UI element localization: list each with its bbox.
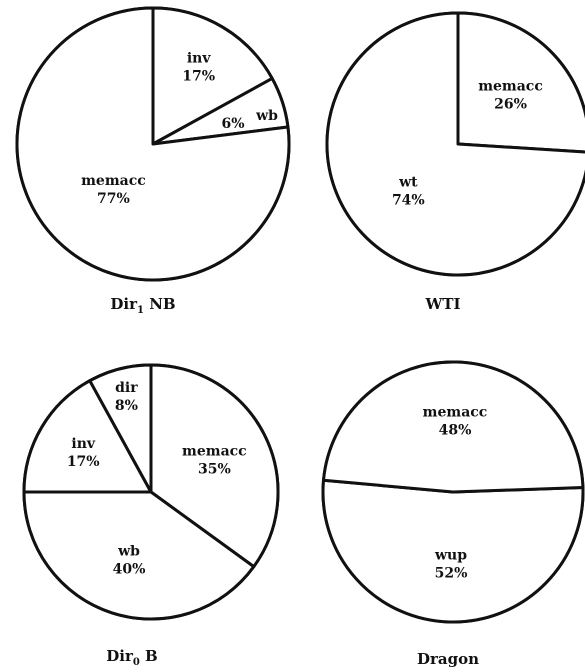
pie-slice-wup (321, 478, 585, 624)
slice-label-memacc: memacc (81, 173, 146, 189)
caption-dragon: Dragon (417, 650, 479, 668)
slice-value-memacc: 26% (494, 97, 527, 113)
slice-value-inv: 17% (67, 454, 100, 470)
slice-label-inv: inv (71, 436, 95, 452)
slice-value-wt: 74% (392, 193, 425, 209)
slice-label-wup: wup (434, 547, 467, 563)
pie-slice-memacc (322, 360, 585, 494)
caption-dir1nb: Dir1 NB (110, 295, 175, 316)
pie-slice-memacc (149, 363, 280, 569)
slice-value-memacc: 35% (198, 462, 231, 478)
slice-label-wb: wb (117, 544, 140, 560)
caption-wti: WTI (424, 295, 460, 313)
pie-slice-wt (325, 11, 585, 277)
slice-value-wb: 6% (221, 116, 244, 132)
slice-label-memacc: memacc (182, 444, 247, 460)
slice-value-wup: 52% (435, 565, 468, 581)
slice-label-wb: wb (255, 108, 278, 124)
slice-value-memacc: 48% (439, 423, 472, 439)
slice-label-dir: dir (115, 380, 138, 396)
pie-chart-wti: memacc 26% wt 74% (325, 11, 585, 277)
pie-slice-memacc (456, 11, 585, 154)
pie-slice-dir (88, 363, 153, 494)
slice-value-memacc: 77% (97, 191, 130, 207)
slice-label-memacc: memacc (478, 79, 543, 95)
pie-slice-inv (22, 379, 153, 494)
slice-label-memacc: memacc (423, 405, 488, 421)
slice-value-wb: 40% (113, 562, 146, 578)
pie-chart-dir1nb: inv 17% wb 6% memacc 77% (15, 6, 291, 282)
slice-value-dir: 8% (115, 398, 138, 414)
pie-slice-memacc (15, 6, 291, 282)
pie-chart-dragon: wup 52% memacc 48% (321, 360, 585, 624)
slice-label-wt: wt (398, 175, 418, 191)
pie-slice-wb (22, 490, 256, 621)
pie-slice-inv (151, 6, 274, 146)
pie-chart-dir0b: memacc 35% wb 40% inv 17% dir 8% (22, 363, 280, 621)
caption-dir0b: Dir0 B (106, 647, 157, 668)
slice-label-inv: inv (187, 51, 211, 67)
slice-value-inv: 17% (182, 69, 215, 85)
